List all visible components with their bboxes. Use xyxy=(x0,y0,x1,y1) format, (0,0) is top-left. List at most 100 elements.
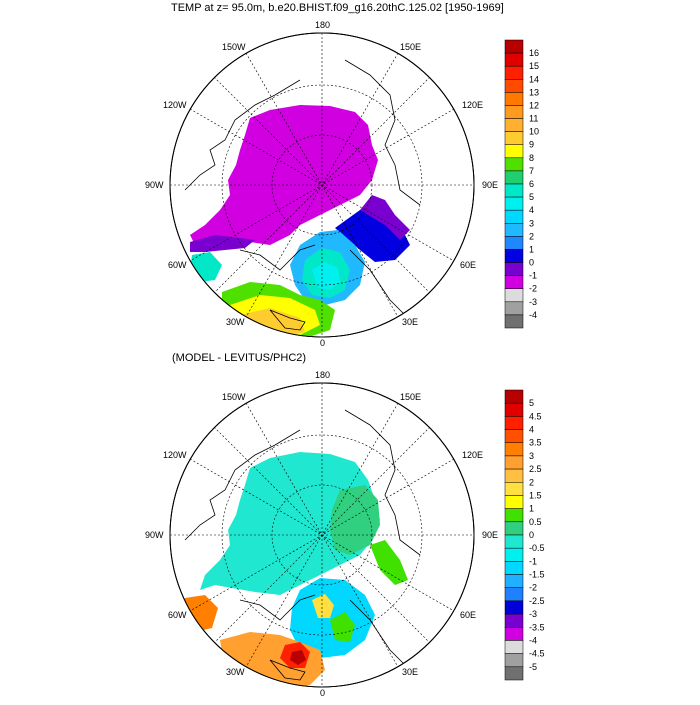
colorbar-top-label: 8 xyxy=(529,153,534,163)
colorbar-bottom-label: -2.5 xyxy=(529,596,545,606)
lon-label-90w-b: 90W xyxy=(145,530,164,540)
nordic-diff-blue xyxy=(290,578,375,658)
colorbar-top-label: 9 xyxy=(529,140,534,150)
graticule-bottom xyxy=(170,383,474,687)
lon-label-60w: 60W xyxy=(168,260,187,270)
colorbar-bottom-swatch xyxy=(504,653,524,668)
lon-label-0: 0 xyxy=(320,338,325,348)
colorbar-bottom-swatch xyxy=(504,429,524,443)
colorbar-top-swatch xyxy=(504,144,524,159)
colorbar-bottom-swatch xyxy=(504,547,524,562)
colorbar-top-swatch xyxy=(504,262,524,276)
bottom-panel: 180 0 90W 90E 150W 120W 150E 120E 60W 30… xyxy=(0,350,700,700)
lon-label-30w: 30W xyxy=(226,317,245,327)
kara-violet-region xyxy=(360,195,410,240)
colorbar-top-label: -4 xyxy=(529,310,537,320)
lon-label-120e-b: 120E xyxy=(462,450,483,460)
lon-label-90e: 90E xyxy=(482,180,498,190)
lon-label-150w-b: 150W xyxy=(222,392,246,402)
nordic-diff-green-core xyxy=(330,612,355,642)
kara-diff-green xyxy=(370,540,408,585)
colorbar-bottom-swatch xyxy=(504,534,524,549)
colorbar-bottom-label: -3.5 xyxy=(529,622,545,632)
colorbar-bottom-swatch xyxy=(504,666,524,681)
colorbar-top-label: 5 xyxy=(529,192,534,202)
colorbar-bottom-swatch xyxy=(504,574,524,588)
colorbar-bottom-label: -5 xyxy=(529,662,537,672)
nordic-diff-yellow xyxy=(312,594,334,618)
colorbar-bottom-label: -0.5 xyxy=(529,543,545,553)
colorbar-bottom-swatch xyxy=(504,482,524,496)
colorbar-bottom-label: -1 xyxy=(529,556,537,566)
colorbar-top-swatch xyxy=(504,183,524,198)
colorbar-top-swatch xyxy=(504,236,524,250)
lon-label-30e-b: 30E xyxy=(402,667,418,677)
colorbar-bottom-swatch xyxy=(504,587,524,602)
difference-subtitle: (MODEL - LEVITUS/PHC2) xyxy=(172,352,307,364)
lon-label-150w: 150W xyxy=(222,42,246,52)
top-field xyxy=(190,105,410,337)
colorbar-top-swatch xyxy=(504,196,524,211)
colorbar-bottom-label: 4 xyxy=(529,425,534,435)
colorbar-bottom-swatch xyxy=(504,521,524,536)
colorbar-top-label: 14 xyxy=(529,74,539,84)
colorbar-top-label: 10 xyxy=(529,127,539,137)
colorbar-top-swatch xyxy=(504,157,524,172)
colorbar-top-swatch xyxy=(504,131,524,145)
colorbar-top-label: 15 xyxy=(529,61,539,71)
coastlines-top xyxy=(184,59,421,331)
colorbar-top-swatch xyxy=(504,288,524,303)
colorbar-bottom-swatch xyxy=(504,468,524,483)
bottom-map-svg: 180 0 90W 90E 150W 120W 150E 120E 60W 30… xyxy=(145,370,545,698)
colorbar-top-swatch xyxy=(504,275,524,289)
colorbar-bottom-swatch xyxy=(504,640,524,654)
colorbar-top-swatch xyxy=(504,52,524,67)
colorbar-top-label: 3 xyxy=(529,218,534,228)
lon-label-60w-b: 60W xyxy=(168,610,187,620)
lon-label-90w: 90W xyxy=(145,180,164,190)
lon-label-180: 180 xyxy=(315,20,330,30)
colorbar-top-swatch xyxy=(504,170,524,185)
colorbar-top-label: -1 xyxy=(529,271,537,281)
graticule-top xyxy=(170,33,474,337)
colorbar-top-swatch xyxy=(504,39,524,54)
colorbar-bottom-swatch xyxy=(504,495,524,509)
colorbar-bottom-label: 0 xyxy=(529,530,534,540)
lon-label-120w: 120W xyxy=(163,100,187,110)
colorbar-top-swatch xyxy=(504,314,524,329)
colorbar-top-label: 4 xyxy=(529,205,534,215)
arctic-diff-cyan xyxy=(200,452,380,595)
colorbar-top-label: 2 xyxy=(529,231,534,241)
colorbar-bottom-label: 1.5 xyxy=(529,490,542,500)
figure-title: TEMP at z= 95.0m, b.e20.BHIST.f09_g16.20… xyxy=(171,2,504,14)
colorbar-bottom-label: -2 xyxy=(529,583,537,593)
archipelago-cold-strip xyxy=(190,235,255,252)
colorbar-bottom-swatch xyxy=(504,600,524,615)
colorbar-top-label: 13 xyxy=(529,87,539,97)
colorbar-top-swatch xyxy=(504,118,524,132)
colorbar-top-label: 6 xyxy=(529,179,534,189)
top-panel: 180 0 90W 90E 150W 120W 150E 120E 60W 30… xyxy=(0,0,700,350)
colorbar-bottom-label: 3 xyxy=(529,451,534,461)
colorbar-top-swatch xyxy=(504,79,524,93)
colorbar-bottom-label: 3.5 xyxy=(529,438,542,448)
colorbar-top-label: 16 xyxy=(529,48,539,58)
colorbar-bottom-label: -3 xyxy=(529,609,537,619)
colorbar-bottom-label: 4.5 xyxy=(529,411,542,421)
colorbar-bottom-swatch xyxy=(504,442,524,457)
colorbar-top-label: 12 xyxy=(529,100,539,110)
lon-label-120w-b: 120W xyxy=(163,450,187,460)
colorbar-bottom-label: 1 xyxy=(529,504,534,514)
bottom-field xyxy=(183,452,408,687)
arctic-cold-region xyxy=(190,105,378,245)
lon-label-150e: 150E xyxy=(400,42,421,52)
colorbar-top-swatch xyxy=(504,223,524,237)
colorbar-bottom-label: 2 xyxy=(529,477,534,487)
colorbar-bottom-swatch xyxy=(504,389,524,404)
colorbar-bottom-label: 2.5 xyxy=(529,464,542,474)
colorbar-bottom-label: -4 xyxy=(529,635,537,645)
colorbar-top-label: 7 xyxy=(529,166,534,176)
arctic-diff-green xyxy=(330,485,380,555)
colorbar-top-swatch xyxy=(504,209,524,224)
colorbar-top-swatch xyxy=(504,105,524,119)
